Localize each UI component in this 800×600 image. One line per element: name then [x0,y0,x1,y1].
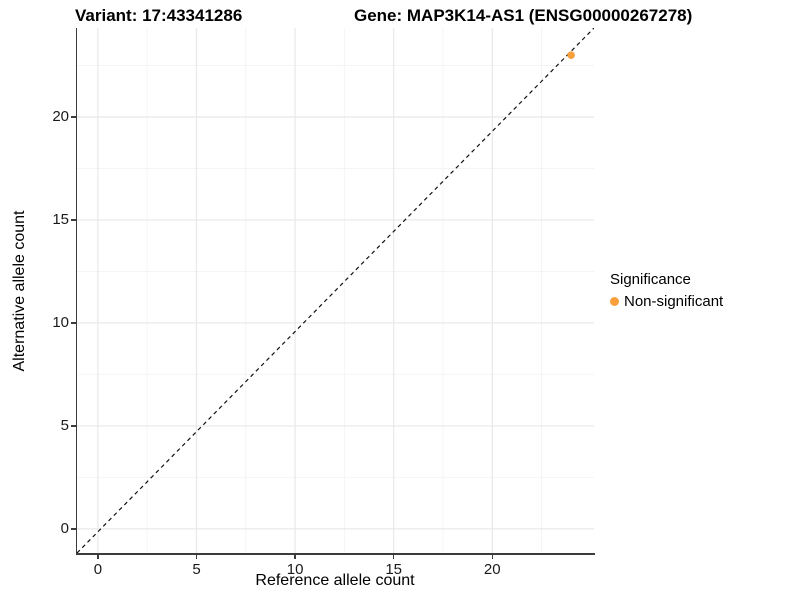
y-axis-title: Alternative allele count [11,210,28,372]
y-tick-mark [70,425,76,427]
y-tick-label: 0 [60,519,69,537]
data-point [567,51,575,59]
gene-title: Gene: MAP3K14-AS1 (ENSG00000267278) [354,6,693,25]
x-tick-mark [294,554,296,559]
legend-title: Significance [610,271,691,288]
plot-canvas [77,28,594,553]
x-tick-mark [392,554,395,559]
x-tick-mark [491,554,493,559]
y-tick-mark [70,528,76,530]
y-tick-mark [70,219,76,221]
legend-item: Non-significant [610,292,723,311]
x-axis-line [75,553,595,555]
identity-line [77,28,594,553]
y-tick-label: 5 [60,416,69,434]
x-tick-label: 10 [286,561,304,578]
x-tick-label: 0 [93,561,103,578]
plot-panel [77,28,594,553]
x-tick-label: 15 [385,561,402,578]
y-tick-label: 20 [52,107,69,125]
y-tick-label: 15 [52,210,69,228]
x-tick-label: 5 [192,561,201,578]
legend-swatch-dot-icon [610,297,619,306]
legend: Significance Non-significant [610,270,723,311]
y-tick-mark [70,116,76,118]
x-tick-label: 20 [483,561,501,578]
variant-title: Variant: 17:43341286 [75,6,243,25]
x-tick-mark [97,554,99,559]
legend-item-label: Non-significant [624,293,724,310]
x-axis-title: Reference allele count [255,572,415,589]
y-axis-line [75,28,77,554]
x-tick-mark [195,554,198,559]
y-tick-label: 10 [52,313,69,331]
y-tick-mark [70,322,76,324]
